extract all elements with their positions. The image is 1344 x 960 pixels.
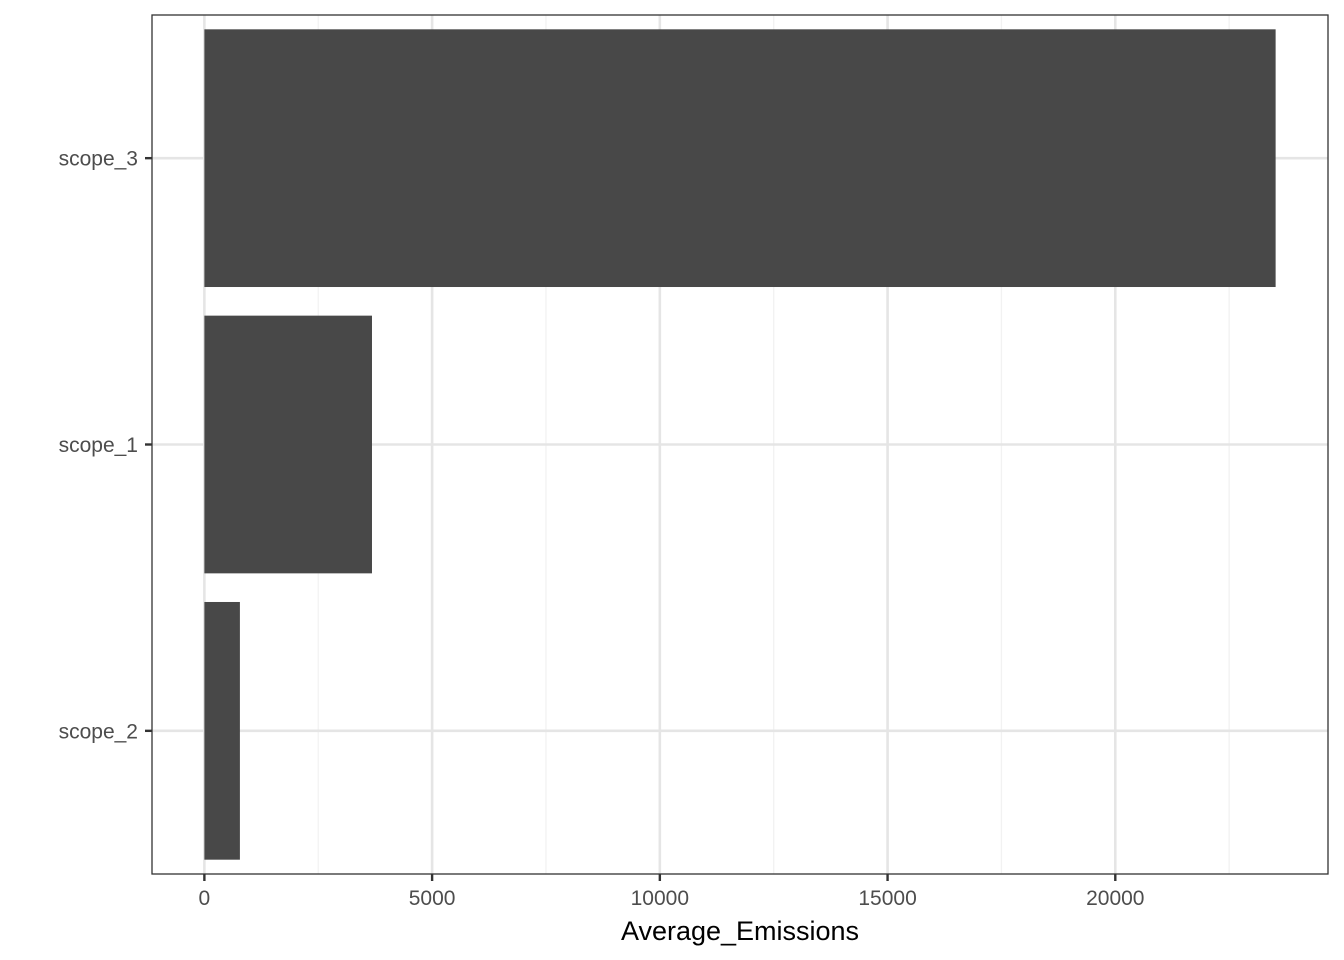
x-tick-label: 15000 <box>858 887 916 910</box>
x-tick-label: 5000 <box>409 887 456 910</box>
x-axis: 0 5000 10000 15000 20000 <box>199 874 1145 910</box>
bars <box>204 29 1276 860</box>
y-axis: scope_3 scope_1 scope_2 <box>59 148 152 743</box>
bar-scope-2 <box>204 601 240 860</box>
x-tick-label: 20000 <box>1086 887 1144 910</box>
x-axis-title: Average_Emissions <box>621 916 859 946</box>
y-tick-label: scope_1 <box>59 434 138 457</box>
x-tick-label: 10000 <box>631 887 689 910</box>
bar-scope-1 <box>204 315 372 574</box>
bar-scope-3 <box>204 29 1276 288</box>
y-tick-label: scope_2 <box>59 720 138 743</box>
y-tick-label: scope_3 <box>59 148 138 171</box>
x-tick-label: 0 <box>199 887 211 910</box>
